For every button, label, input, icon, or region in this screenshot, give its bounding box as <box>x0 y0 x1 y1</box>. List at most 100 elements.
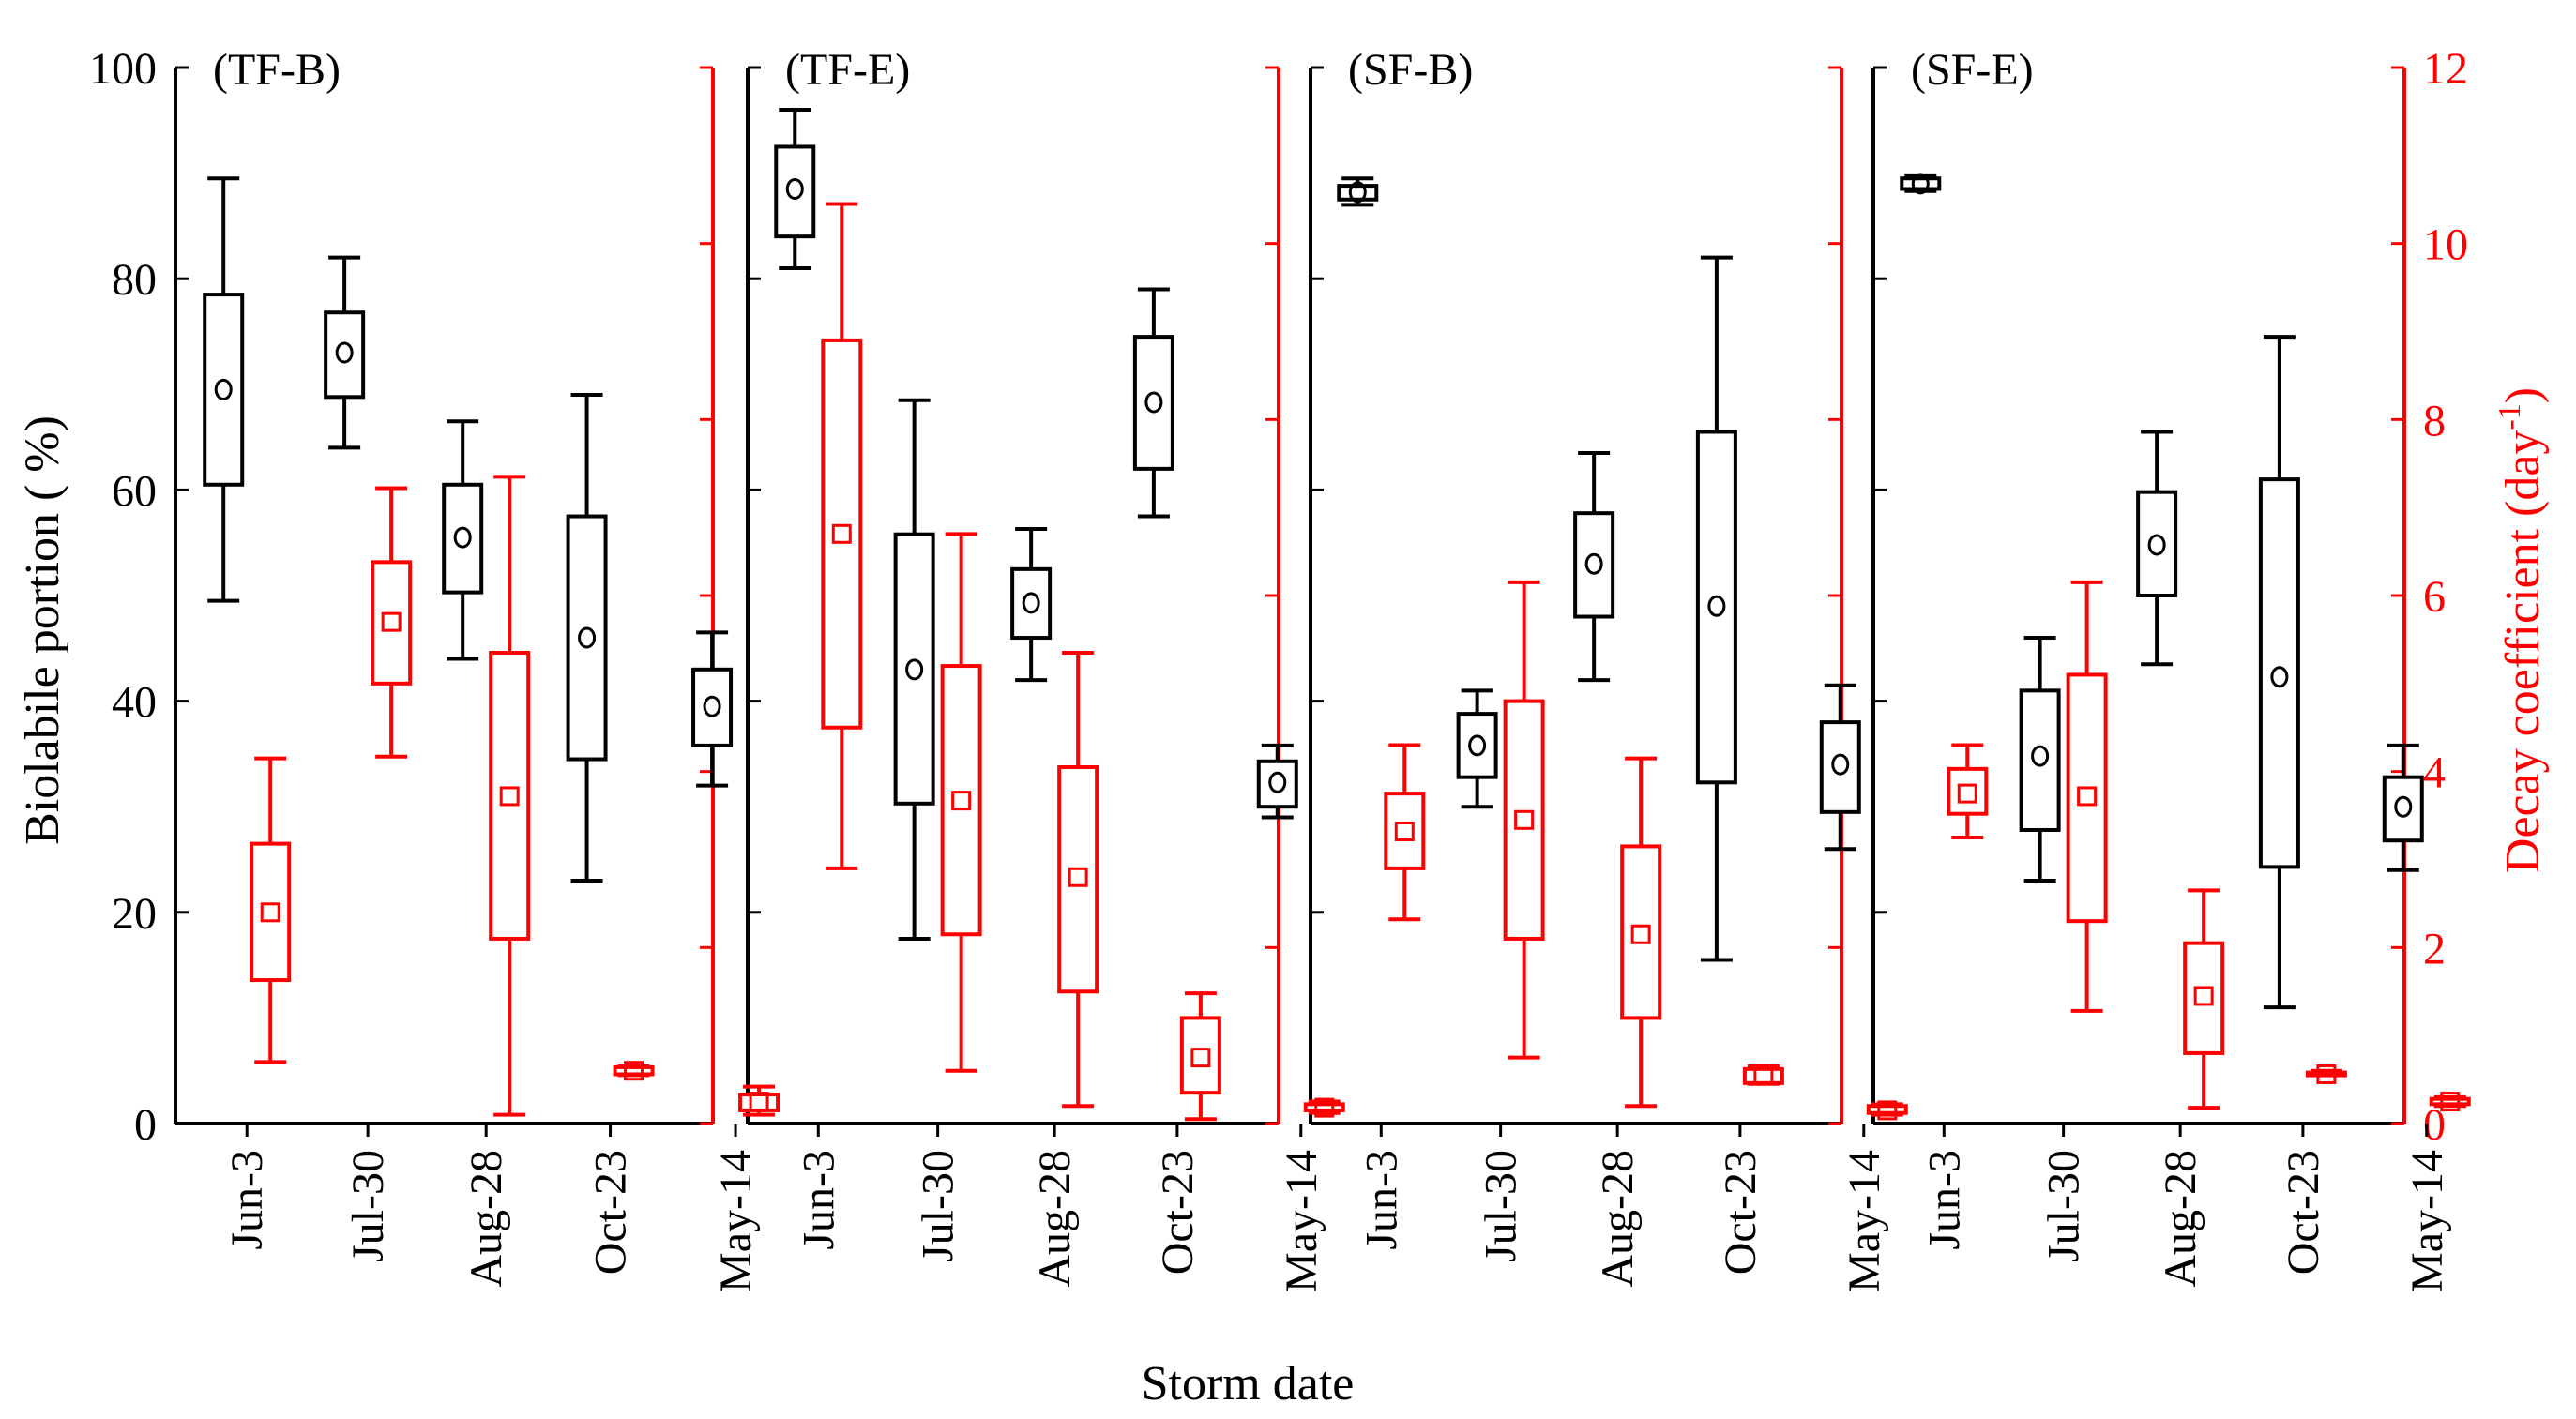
biolabile-iqr-box <box>1456 712 1498 779</box>
decay-mean-marker <box>2440 1092 2461 1112</box>
decay-box-jun-3 <box>1384 743 1426 922</box>
decay-mean-marker <box>1314 1097 1335 1118</box>
x-tick-label: May-14 <box>1277 1150 1326 1292</box>
panel-tf-e: (TF-E) Jun-3 Jul-30 Aug-28 Oct-23 May-14 <box>746 45 1326 1292</box>
decay-box-oct-23 <box>1742 1064 1784 1086</box>
right-tick-label: 8 <box>2423 396 2446 445</box>
x-tick-label: Oct-23 <box>1716 1150 1765 1275</box>
biolabile-iqr-box <box>324 310 366 400</box>
decay-box-jul-30 <box>940 532 982 1073</box>
decay-mean-marker <box>624 1061 644 1081</box>
biolabile-mean-marker <box>335 341 354 364</box>
x-tick-label: Oct-23 <box>2279 1150 2328 1275</box>
biolabile-mean-marker <box>1348 181 1367 204</box>
x-tick-label: Jun-3 <box>1919 1150 1969 1250</box>
x-tick-label: Aug-28 <box>2156 1150 2205 1288</box>
left-tick-label: 0 <box>134 1100 157 1150</box>
x-tick-label: Oct-23 <box>586 1150 636 1275</box>
decay-iqr-box <box>1303 1102 1345 1112</box>
biolabile-iqr-box <box>1010 566 1053 641</box>
biolabile-iqr-box <box>1900 176 1942 191</box>
right-tick-label: 10 <box>2423 220 2468 270</box>
biolabile-box-may-14 <box>1256 743 1298 820</box>
biolabile-mean-marker <box>578 626 597 649</box>
decay-mean-marker <box>1394 821 1415 841</box>
y-axis-right-label: Decay coefficient (day-1) <box>2493 387 2550 873</box>
x-tick-label: Jun-3 <box>1356 1150 1406 1250</box>
biolabile-iqr-box <box>2382 775 2424 843</box>
decay-iqr-box <box>2183 941 2225 1055</box>
decay-box-aug-28 <box>2183 888 2225 1110</box>
biolabile-mean-marker <box>1707 595 1726 617</box>
x-tick-label: Jul-30 <box>343 1150 393 1262</box>
right-tick-label: 6 <box>2423 572 2446 622</box>
axis-text-layer: Biolabile portion ( %) Decay coefficient… <box>16 387 2550 1411</box>
biolabile-iqr-box <box>2019 688 2061 832</box>
biolabile-box-aug-28 <box>2136 430 2178 667</box>
decay-iqr-box <box>2066 672 2108 924</box>
biolabile-mean-marker <box>785 177 804 200</box>
x-tick-label: Aug-28 <box>462 1150 511 1288</box>
y-axis-left-label: Biolabile portion ( %) <box>16 415 69 845</box>
left-tick-label: 80 <box>112 255 157 305</box>
biolabile-box-jul-30 <box>2019 636 2061 883</box>
biolabile-box-jun-3 <box>1337 176 1379 207</box>
decay-box-aug-28 <box>489 475 531 1117</box>
biolabile-mean-marker <box>1911 173 1930 195</box>
decay-mean-marker <box>1068 867 1088 887</box>
biolabile-mean-marker <box>2394 795 2413 818</box>
biolabile-mean-marker <box>1584 552 1603 575</box>
box-series <box>203 176 780 1117</box>
decay-box-jun-3 <box>821 202 863 870</box>
biolabile-box-oct-23 <box>2258 335 2300 1010</box>
biolabile-mean-marker <box>214 378 233 400</box>
decay-iqr-box <box>2429 1096 2471 1107</box>
right-tick-label: 12 <box>2423 44 2468 94</box>
decay-box-jul-30 <box>1503 580 1545 1060</box>
panel-label: (TF-E) <box>785 45 910 95</box>
biolabile-iqr-box <box>203 293 245 487</box>
biolabile-box-jun-3 <box>774 108 816 270</box>
right-tick-label: 4 <box>2423 748 2446 798</box>
biolabile-box-jun-3 <box>203 176 245 603</box>
biolabile-box-jul-30 <box>324 255 366 450</box>
biolabile-mean-marker <box>703 695 721 717</box>
biolabile-box-may-14 <box>1819 683 1861 852</box>
biolabile-iqr-box <box>1819 720 1861 814</box>
decay-mean-marker <box>1630 924 1651 944</box>
decay-iqr-box <box>1384 792 1426 870</box>
decay-box-oct-23 <box>613 1061 655 1081</box>
biolabile-iqr-box <box>893 532 935 806</box>
decay-box-may-14 <box>2429 1092 2471 1112</box>
decay-iqr-box <box>1620 844 1662 1020</box>
decay-iqr-box <box>489 650 531 941</box>
decay-mean-marker <box>951 791 972 811</box>
decay-mean-marker <box>1753 1064 1774 1085</box>
panel-label: (SF-E) <box>1911 45 2034 95</box>
decay-mean-marker <box>260 902 280 923</box>
biolabile-mean-marker <box>1468 734 1487 757</box>
biolabile-box-aug-28 <box>442 419 484 661</box>
biolabile-box-oct-23 <box>1695 255 1737 962</box>
x-tick-label: Aug-28 <box>1030 1150 1080 1288</box>
box-series <box>1337 176 1908 1121</box>
decay-box-aug-28 <box>1620 756 1662 1109</box>
panel-label: (SF-B) <box>1348 45 1473 95</box>
biolabile-iqr-box <box>2258 477 2300 869</box>
biolabile-iqr-box <box>566 514 608 762</box>
panel-label: (TF-B) <box>213 45 341 95</box>
decay-iqr-box <box>1947 766 1989 816</box>
y-axis-right-label-main: Decay coefficient (day <box>2496 430 2550 874</box>
biolabile-box-jun-3 <box>1900 173 1942 195</box>
decay-box-jun-3 <box>250 756 292 1064</box>
decay-iqr-box <box>371 560 413 686</box>
decay-box-jun-3 <box>1947 743 1989 840</box>
decay-iqr-box <box>1742 1066 1784 1085</box>
x-tick-label: Jun-3 <box>222 1150 272 1250</box>
biolabile-iqr-box <box>691 667 734 747</box>
marks-layer <box>203 108 2471 1122</box>
biolabile-box-oct-23 <box>566 393 608 883</box>
decay-iqr-box <box>1503 699 1545 941</box>
biolabile-box-aug-28 <box>1573 450 1615 683</box>
